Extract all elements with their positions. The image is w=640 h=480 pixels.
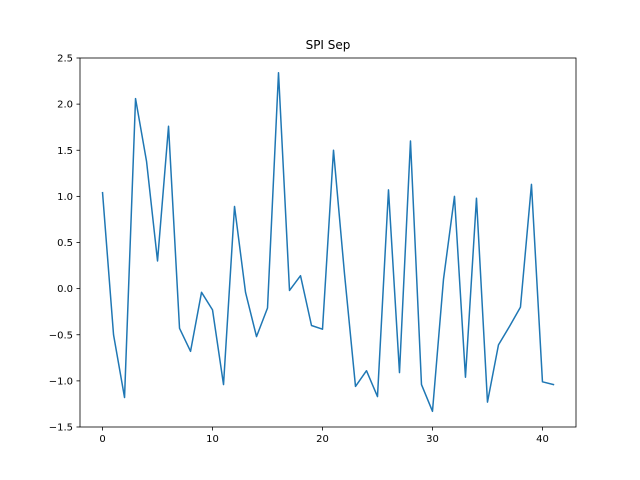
chart-title: SPI Sep <box>306 38 351 52</box>
y-tick-label: 2.0 <box>57 100 73 111</box>
y-tick-label: 2.5 <box>57 54 73 65</box>
y-tick-label: 0.5 <box>57 238 73 249</box>
y-tick-label: −1.5 <box>49 423 73 434</box>
y-tick-label: −0.5 <box>49 330 73 341</box>
x-tick-label: 40 <box>536 434 549 445</box>
series-line <box>101 72 555 413</box>
y-tick-label: −1.0 <box>49 376 73 387</box>
x-tick-label: 0 <box>99 434 105 445</box>
y-tick-label: 1.0 <box>57 192 73 203</box>
plot-area: 0 10 20 30 40 −1.5 −1.0 −0.5 0.0 0.5 1.0 1.5 2.0 2.5 <box>49 54 577 445</box>
x-tick-label: 30 <box>426 434 439 445</box>
y-tick-label: 1.5 <box>57 146 73 157</box>
y-tick-label: 0.0 <box>57 284 73 295</box>
x-tick-label: 20 <box>316 434 329 445</box>
x-tick-label: 10 <box>206 434 219 445</box>
